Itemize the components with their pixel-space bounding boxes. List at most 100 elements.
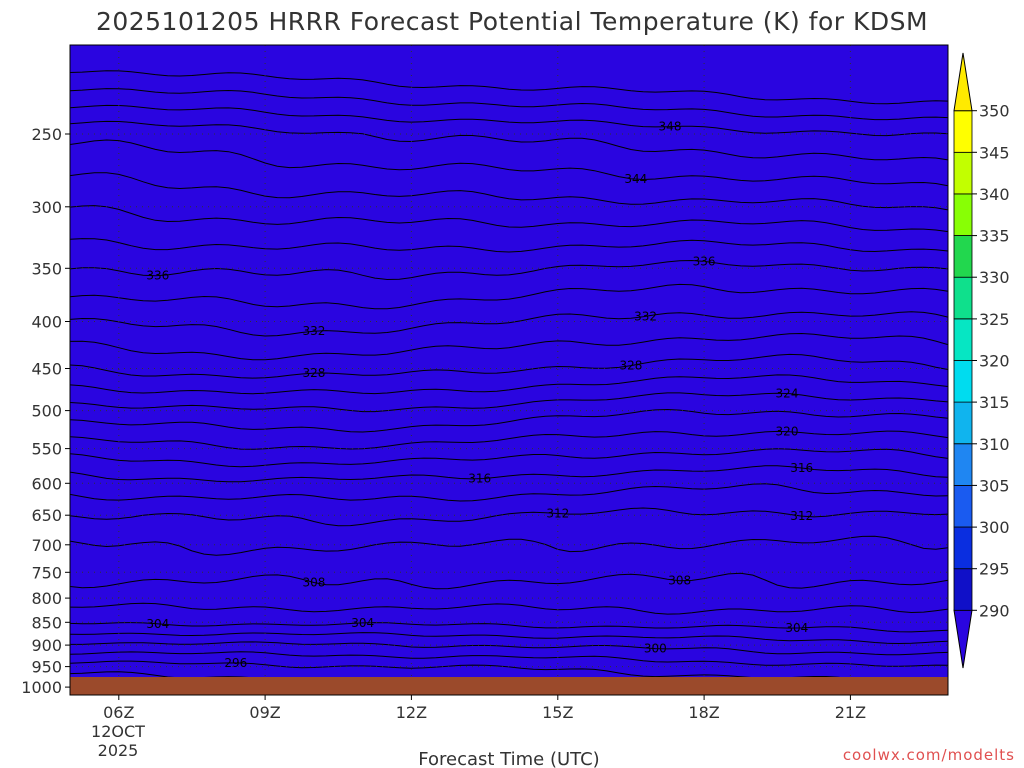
colorbar-tick-label: 325: [979, 310, 1010, 329]
contour-line: [70, 120, 948, 161]
contour-label-group: 328: [302, 366, 325, 380]
contour-line: [70, 238, 948, 253]
y-tick-label: 800: [31, 589, 62, 608]
contour-label-group: 324: [776, 387, 799, 401]
contour-label: 328: [619, 359, 642, 373]
y-tick-label: 450: [31, 360, 62, 379]
contour-label: 316: [790, 461, 813, 475]
contour-line: [70, 632, 948, 645]
contour-label-group: 304: [785, 621, 808, 635]
chart-title: 2025101205 HRRR Forecast Potential Tempe…: [96, 7, 928, 36]
contour-line: [70, 465, 948, 483]
y-tick-label: 500: [31, 402, 62, 421]
colorbar-swatch: [953, 151, 973, 195]
colorbar-swatch: [953, 401, 973, 445]
contour-line: [70, 139, 948, 187]
contour-label: 336: [146, 269, 169, 283]
x-date-label-year: 2025: [98, 741, 139, 760]
y-tick-label: 400: [31, 313, 62, 332]
colorbar-high-triangle: [953, 52, 973, 112]
contour-line: [70, 88, 948, 121]
contour-line: [70, 353, 948, 379]
y-tick-label: 850: [31, 613, 62, 632]
colorbar-swatch: [953, 110, 973, 153]
colorbar-tick-label: 300: [979, 518, 1010, 537]
y-axis: 250 300 350 400 450 500 550 600 650 700 750 800 850 9…: [21, 125, 70, 697]
contour-label: 320: [776, 425, 799, 439]
x-tick-label: 09Z: [249, 703, 280, 722]
colorbar-tick-label: 335: [979, 227, 1010, 246]
x-tick-label: 12Z: [396, 703, 427, 722]
y-tick-label: 750: [31, 563, 62, 582]
contour-labels: 348 344 336 336 332 328 328 332 324 320 316 316 312 3…: [146, 120, 813, 670]
contour-label: 328: [302, 366, 325, 380]
contour-label-group: 332: [634, 309, 657, 323]
contour-label-group: 348: [659, 120, 682, 134]
contour-line: [70, 507, 948, 527]
contour-label-group: 304: [351, 616, 374, 630]
colorbar-swatch: [953, 568, 973, 611]
contour-label: 348: [659, 120, 682, 134]
plot-frame: [69, 44, 949, 696]
contour-label: 344: [624, 172, 647, 186]
contour-label-group: 312: [790, 509, 813, 523]
contour-label: 304: [785, 621, 808, 635]
colorbar-swatch: [953, 443, 973, 486]
colorbar-tick-label: 330: [979, 268, 1010, 287]
contour-label-group: 316: [790, 461, 813, 475]
contour-label-group: 332: [302, 324, 325, 338]
grid-lines: [70, 45, 948, 695]
colorbar-swatch: [953, 193, 973, 236]
contour-label-group: 308: [668, 574, 691, 588]
contour-label: 304: [146, 617, 169, 631]
colorbar-swatch: [953, 360, 973, 403]
contour-line: [70, 651, 948, 667]
x-tick-label: 21Z: [835, 703, 866, 722]
contour-line: [70, 332, 948, 361]
y-tick-label: 950: [31, 658, 62, 677]
contour-line: [70, 172, 948, 211]
colorbar-swatch: [953, 484, 973, 528]
plot-area: [70, 45, 948, 695]
contour-label-group: 336: [693, 254, 716, 268]
contour-line: [70, 259, 948, 281]
contour-line: [70, 535, 948, 556]
colorbar-tick-label: 320: [979, 352, 1010, 371]
contour-line: [70, 602, 948, 615]
contour-line: [70, 311, 948, 337]
colorbar-swatch: [953, 526, 973, 570]
theta-color-bands: [70, 45, 948, 695]
contour-label: 304: [351, 616, 374, 630]
colorbar-swatch: [953, 276, 973, 320]
contour-label-group: 308: [302, 576, 325, 590]
contour-line: [70, 483, 948, 502]
contour-label: 308: [302, 576, 325, 590]
credit-text: coolwx.com/modelts: [843, 746, 1015, 764]
colorbar-tick-label: 290: [979, 601, 1010, 620]
contour-label-group: 304: [146, 617, 169, 631]
colorbar-swatch: [953, 318, 973, 361]
contour-label-group: 320: [776, 425, 799, 439]
x-tick-label: 18Z: [688, 703, 719, 722]
contour-label: 312: [546, 507, 569, 521]
y-tick-label: 1000: [21, 678, 62, 697]
theta-band: [70, 45, 948, 695]
contour-line: [70, 408, 948, 433]
ground-fill: [70, 677, 948, 695]
contour-label: 324: [776, 387, 799, 401]
colorbar-tick-label: 310: [979, 435, 1010, 454]
contour-line: [70, 205, 948, 233]
contour-line: [70, 622, 948, 633]
colorbar-tick-label: 305: [979, 476, 1010, 495]
contour-label-group: 316: [468, 472, 491, 486]
contour-label: 300: [644, 642, 667, 656]
contour-line: [70, 104, 948, 137]
contour-line: [70, 430, 948, 450]
colorbar-tick-label: 315: [979, 393, 1010, 412]
y-tick-label: 550: [31, 440, 62, 459]
y-tick-label: 700: [31, 536, 62, 555]
y-tick-label: 300: [31, 198, 62, 217]
contour-line: [70, 283, 948, 310]
contour-label-group: 300: [644, 642, 667, 656]
